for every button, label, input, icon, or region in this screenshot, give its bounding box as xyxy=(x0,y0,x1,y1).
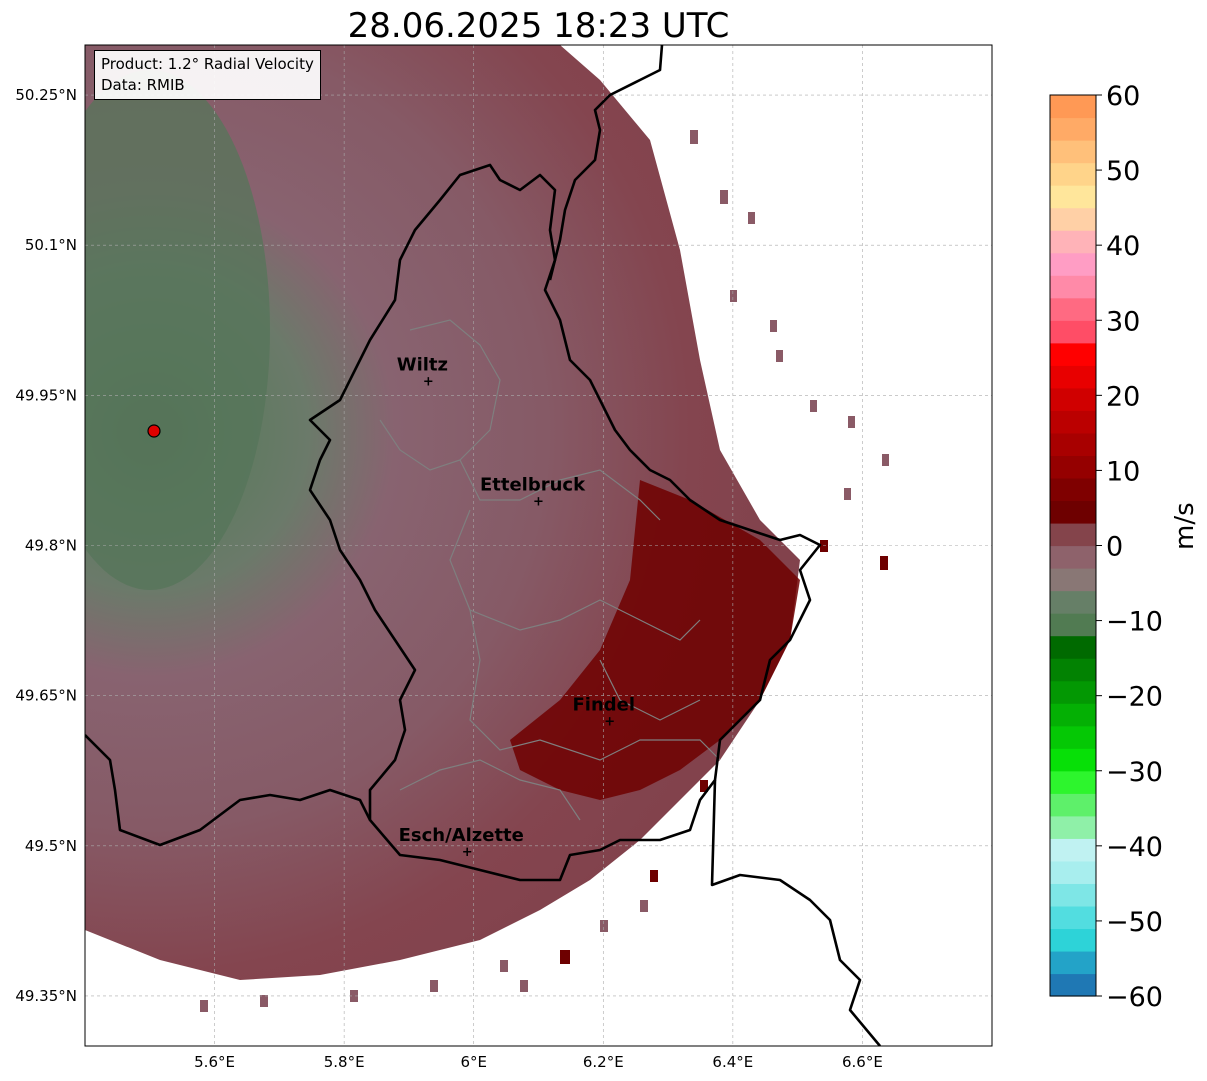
germany-east-border xyxy=(548,45,881,1046)
lon-tick-label: 5.8°E xyxy=(324,1053,365,1071)
colorbar-segment xyxy=(1050,455,1096,479)
colorbar-segment xyxy=(1050,252,1096,276)
product-label: Product: 1.2° Radial Velocity xyxy=(101,55,314,73)
colorbar-segment xyxy=(1050,117,1096,141)
city-markers: +Wiltz+Ettelbruck+Findel+Esch/Alzette xyxy=(397,354,635,859)
radar-site-marker xyxy=(147,424,161,438)
colorbar-segment xyxy=(1050,432,1096,456)
colorbar-segment xyxy=(1050,973,1096,997)
colorbar-tick-label: −40 xyxy=(1106,832,1163,863)
lat-tick-label: 49.35°N xyxy=(15,987,77,1005)
colorbar-segment xyxy=(1050,568,1096,592)
colorbar-segment xyxy=(1050,680,1096,704)
colorbar-tick-label: 0 xyxy=(1106,532,1123,563)
canton-boundaries xyxy=(379,319,721,821)
colorbar-segment xyxy=(1050,635,1096,659)
lon-tick-label: 5.6°E xyxy=(194,1053,235,1071)
map-title: 28.06.2025 18:23 UTC xyxy=(347,6,730,46)
colorbar-segment xyxy=(1050,387,1096,411)
lat-tick-label: 50.1°N xyxy=(25,236,77,254)
lat-tick-label: 49.5°N xyxy=(25,837,77,855)
colorbar-tick-label: −20 xyxy=(1106,682,1163,713)
colorbar-tick-label: 30 xyxy=(1106,306,1140,337)
colorbar-tick-label: 60 xyxy=(1106,81,1140,112)
colorbar-segment xyxy=(1050,140,1096,164)
city-marker: + xyxy=(604,715,615,730)
lat-tick-labels: 50.25°N 50.1°N 49.95°N 49.8°N 49.65°N 49.5°N 4… xyxy=(15,86,77,1005)
lon-tick-label: 6.2°E xyxy=(583,1053,624,1071)
national-borders xyxy=(85,45,881,1046)
luxembourg-border xyxy=(308,163,822,882)
colorbar-segment xyxy=(1050,207,1096,231)
colorbar-segment xyxy=(1050,410,1096,434)
city-wiltz: +Wiltz xyxy=(397,354,448,389)
colorbar-tick-label: 10 xyxy=(1106,456,1140,487)
lon-tick-labels: 5.6°E 5.8°E 6°E 6.2°E 6.4°E 6.6°E xyxy=(194,1053,883,1071)
colorbar-segment xyxy=(1050,545,1096,569)
colorbar-segment xyxy=(1050,883,1096,907)
colorbar-tick-label: −10 xyxy=(1106,607,1163,638)
city-label: Ettelbruck xyxy=(480,474,586,495)
strong-inbound-region xyxy=(510,480,800,800)
colorbar-segment xyxy=(1050,793,1096,817)
lon-tick-label: 6°E xyxy=(460,1053,487,1071)
colorbar-unit-label: m/s xyxy=(1170,502,1200,550)
colorbar-segment xyxy=(1050,275,1096,299)
city-marker: + xyxy=(462,845,473,860)
lon-tick-label: 6.4°E xyxy=(712,1053,753,1071)
city-label: Wiltz xyxy=(397,354,448,375)
colorbar-segment xyxy=(1050,905,1096,930)
city-marker: + xyxy=(533,494,544,509)
colorbar-segment xyxy=(1050,613,1096,637)
colorbar-segment xyxy=(1050,815,1096,839)
france-belgium-border xyxy=(85,734,372,847)
colorbar-segment xyxy=(1050,320,1096,344)
city-esch-alzette: +Esch/Alzette xyxy=(399,825,524,860)
colorbar-segment xyxy=(1050,162,1096,186)
colorbar-segment xyxy=(1050,185,1096,209)
lat-tick-label: 50.25°N xyxy=(15,86,77,104)
colorbar-segment xyxy=(1050,950,1096,975)
colorbar-tick-label: 20 xyxy=(1106,381,1140,412)
city-findel: +Findel xyxy=(572,695,635,730)
lat-tick-label: 49.65°N xyxy=(15,687,77,705)
strong-speckles xyxy=(560,540,888,964)
colorbar-segment xyxy=(1050,297,1096,321)
colorbar-segment xyxy=(1050,522,1096,547)
map-frame xyxy=(84,44,993,1047)
colorbar-segment xyxy=(1050,590,1096,614)
colorbar-segment xyxy=(1050,770,1096,794)
lat-tick-label: 49.8°N xyxy=(25,537,77,555)
colorbar-segment xyxy=(1050,477,1096,502)
colorbar-tick-label: −30 xyxy=(1106,757,1163,788)
colorbar-segment xyxy=(1050,838,1096,862)
city-label: Esch/Alzette xyxy=(399,825,524,846)
colorbar-segment xyxy=(1050,748,1096,772)
city-label: Findel xyxy=(572,695,635,716)
product-info-box: Product: 1.2° Radial Velocity Data: RMIB xyxy=(94,50,321,100)
near-radar-zone xyxy=(85,70,270,590)
colorbar-segment xyxy=(1050,860,1096,884)
colorbar-segment xyxy=(1050,658,1096,682)
echo-speckles xyxy=(200,130,889,1012)
colorbar-segment xyxy=(1050,928,1096,952)
colorbar-segment xyxy=(1050,95,1096,119)
colorbar-tick-label: −60 xyxy=(1106,982,1163,1013)
colorbar-segment xyxy=(1050,230,1096,254)
colorbar-segment xyxy=(1050,500,1096,524)
lat-tick-label: 49.95°N xyxy=(15,386,77,404)
colorbar-tick-label: 50 xyxy=(1106,156,1140,187)
data-source-label: Data: RMIB xyxy=(101,76,185,94)
lon-tick-label: 6.6°E xyxy=(842,1053,883,1071)
colorbar-segment xyxy=(1050,365,1096,389)
colorbar-tick-label: 40 xyxy=(1106,231,1140,262)
colorbar-segment xyxy=(1050,725,1096,749)
colorbar: 60 50 40 30 20 10 0 −10 −20 −30 −40 −50 −60 xyxy=(1049,81,1163,1013)
city-ettelbruck: +Ettelbruck xyxy=(480,474,586,509)
colorbar-segment xyxy=(1050,703,1096,727)
colorbar-segment xyxy=(1050,342,1096,366)
city-marker: + xyxy=(423,374,434,389)
colorbar-tick-label: −50 xyxy=(1106,907,1163,938)
